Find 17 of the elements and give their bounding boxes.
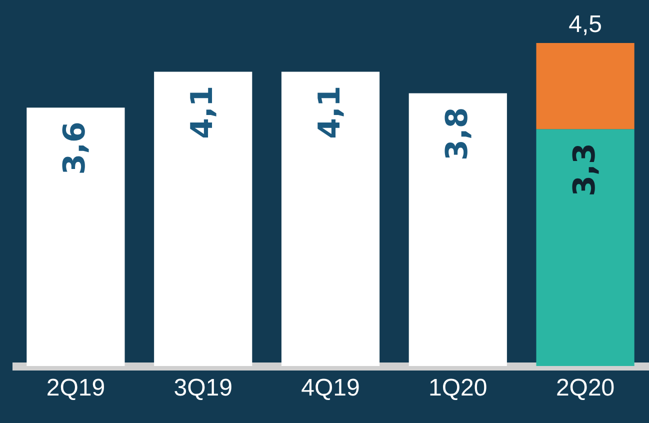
x-tick-label: 2Q20 [556,374,615,402]
bar [536,129,634,366]
x-tick-label: 1Q20 [428,374,488,402]
bar [536,43,634,130]
bar [281,72,380,366]
data-label: 3,8 [440,107,475,160]
total-label: 4,5 [568,11,602,38]
x-tick-label: 4Q19 [301,374,360,402]
bar [408,93,507,366]
data-label: 4,1 [185,86,220,139]
bar [26,108,125,366]
x-tick-label: 3Q19 [174,374,232,402]
bar [154,72,252,366]
x-tick-label: 2Q19 [46,374,106,402]
data-label: 3,6 [58,122,93,175]
data-label: 4,1 [312,86,348,139]
data-label: 3,3 [567,143,602,196]
